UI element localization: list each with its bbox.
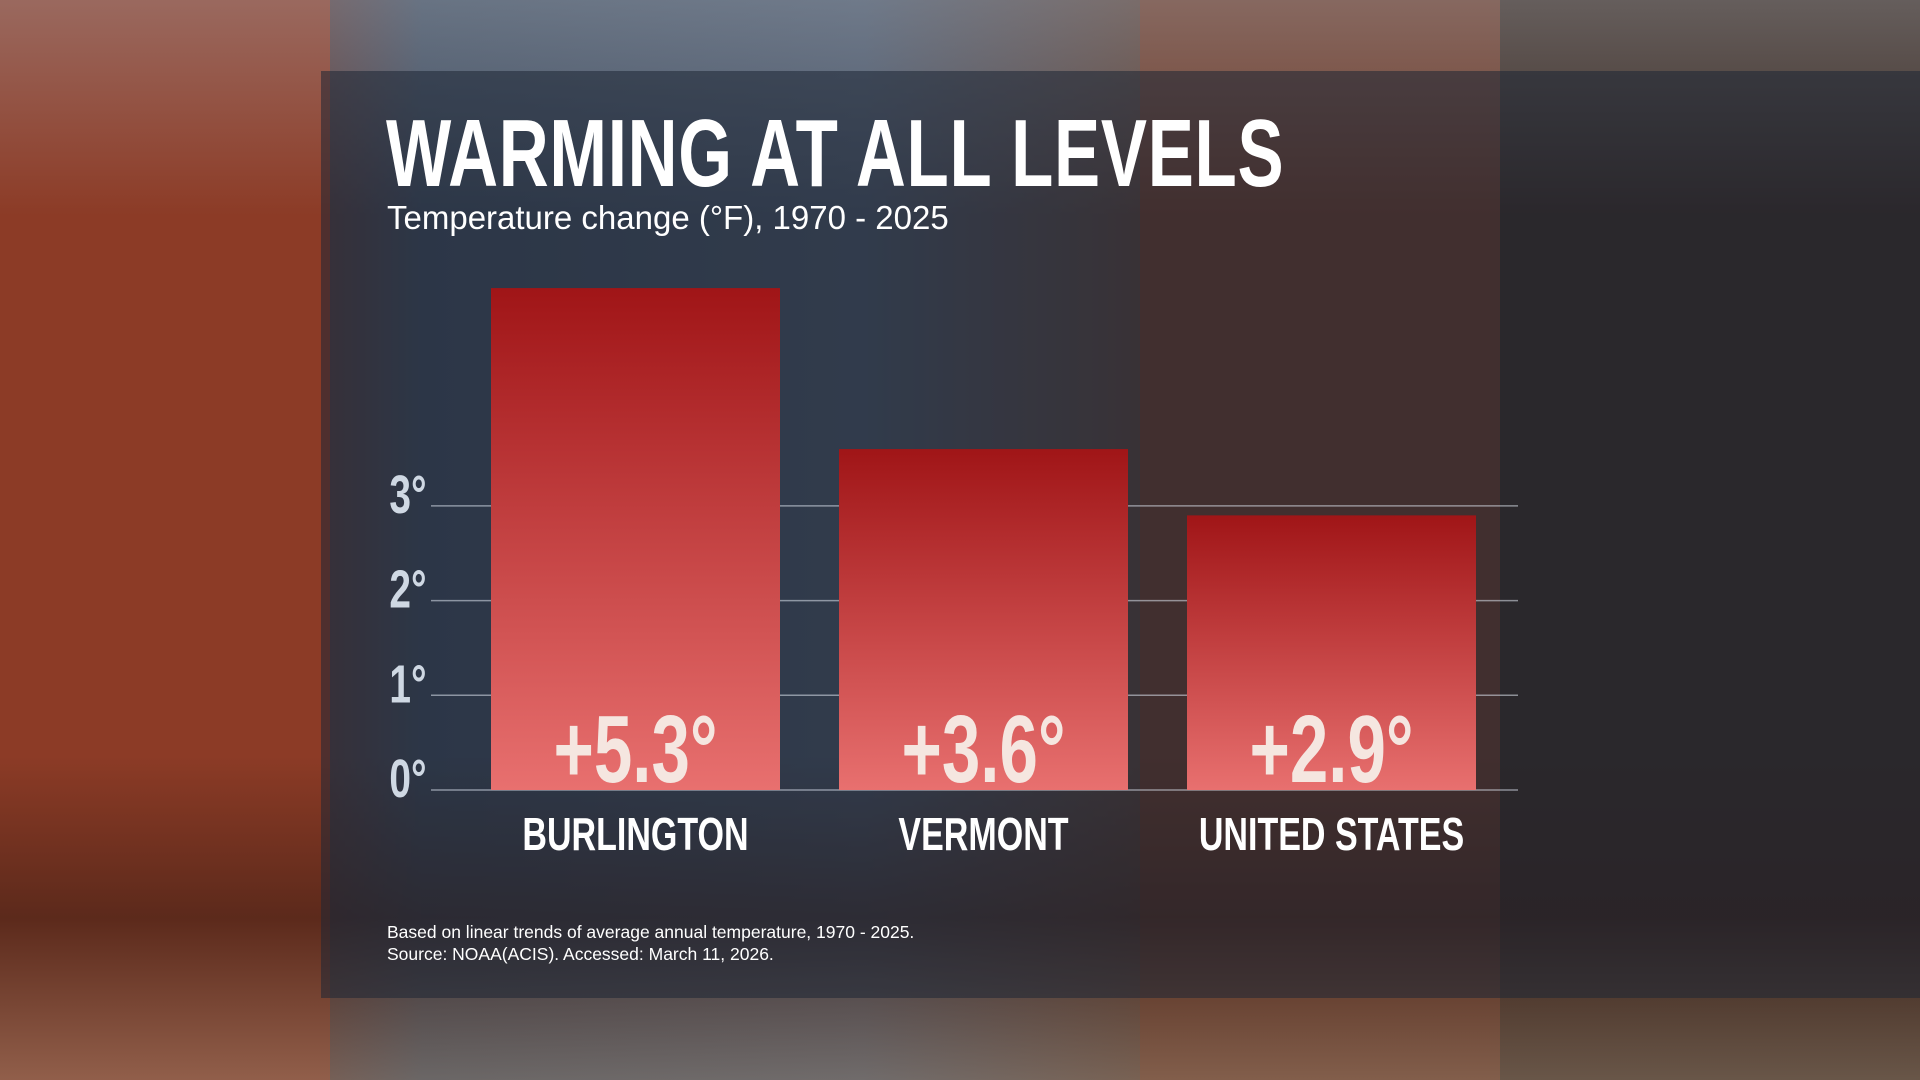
data-label: +3.6° — [901, 695, 1065, 803]
bar-vermont — [839, 449, 1128, 790]
data-label: +5.3° — [553, 695, 717, 803]
chart-title: WARMING AT ALL LEVELS — [386, 100, 1285, 207]
footnote-method: Based on linear trends of average annual… — [387, 922, 915, 942]
bar-burlington — [491, 288, 780, 790]
footnote-source: Source: NOAA(ACIS). Accessed: March 11, … — [387, 944, 774, 964]
y-tick-label: 0° — [389, 748, 426, 809]
category-label: VERMONT — [898, 808, 1068, 860]
category-label: BURLINGTON — [522, 808, 748, 860]
y-tick-label: 1° — [389, 653, 426, 714]
bar-united-states — [1187, 515, 1476, 790]
chart-subtitle: Temperature change (°F), 1970 - 2025 — [387, 199, 949, 236]
y-tick-label: 2° — [389, 558, 426, 619]
category-label: UNITED STATES — [1199, 808, 1464, 860]
y-tick-label: 3° — [389, 464, 426, 525]
data-label: +2.9° — [1249, 695, 1413, 803]
